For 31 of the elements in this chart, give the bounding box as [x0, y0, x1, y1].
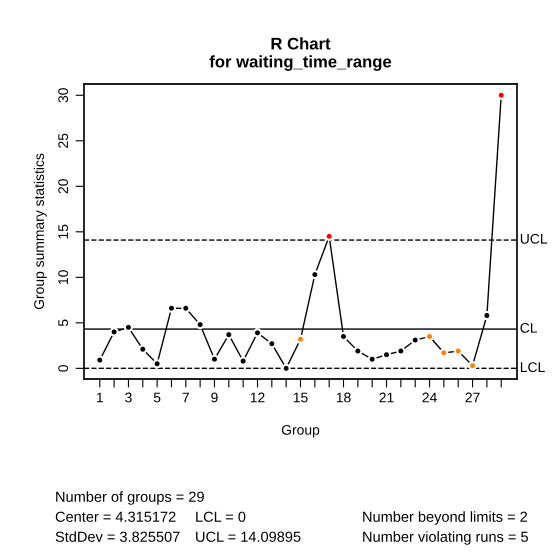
x-tick-label: 18 [336, 392, 351, 402]
y-tick-label: 0 [58, 365, 68, 372]
text: UCL = 14.09895 [196, 532, 300, 542]
x-tick-label: 24 [422, 392, 437, 402]
x-tick-label: 12 [250, 392, 265, 402]
text: Number beyond limits = 2 [363, 511, 528, 525]
ref-line-label: CL [520, 322, 538, 333]
y-tick-label: 5 [58, 320, 68, 326]
y-axis-title: Group summary statistics [34, 154, 47, 310]
y-tick-label: 10 [58, 270, 68, 284]
text: Number violating runs = 5 [363, 531, 528, 545]
x-tick-label: 5 [154, 392, 160, 402]
x-tick-label: 15 [294, 392, 308, 402]
x-tick-label: 1 [96, 392, 103, 402]
text: Number of groups = 29 [56, 491, 204, 505]
x-tick-label: 3 [125, 392, 132, 402]
y-tick-label: 30 [58, 88, 68, 102]
ref-line-label: LCL [520, 362, 545, 372]
y-tick-label: 25 [58, 134, 68, 148]
y-tick-label: 20 [58, 179, 68, 194]
text: Center = 4.315172 [56, 512, 176, 522]
x-tick-label: 9 [211, 392, 218, 402]
chart-title: R Chart for waiting_time_range [210, 37, 392, 71]
x-tick-label: 21 [380, 392, 394, 402]
y-tick-label: 15 [58, 224, 68, 238]
text: StdDev = 3.825507 [56, 531, 180, 542]
text: LCL = 0 [196, 512, 246, 522]
x-axis-title: Group [282, 424, 320, 438]
x-tick-label: 7 [182, 392, 189, 402]
x-tick-label: 27 [466, 392, 480, 402]
ref-line-label: UCL [520, 234, 548, 244]
